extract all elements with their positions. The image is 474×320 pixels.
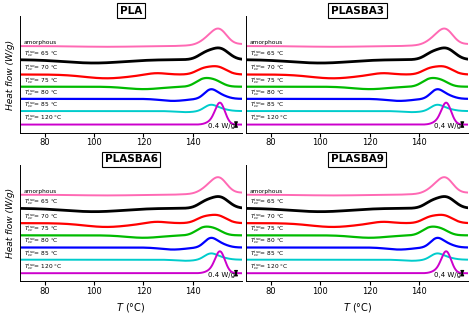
Text: $T_{cc}^{iso}$= 120 °C: $T_{cc}^{iso}$= 120 °C bbox=[250, 113, 289, 124]
Text: $T_{cc}^{iso}$= 75 °C: $T_{cc}^{iso}$= 75 °C bbox=[250, 75, 285, 86]
Text: 0,4 W/g: 0,4 W/g bbox=[434, 123, 461, 129]
Y-axis label: Heat flow (W/g): Heat flow (W/g) bbox=[6, 39, 15, 109]
Text: $T_{cc}^{iso}$= 120 °C: $T_{cc}^{iso}$= 120 °C bbox=[250, 261, 289, 272]
Y-axis label: Heat flow (W/g): Heat flow (W/g) bbox=[6, 188, 15, 258]
Text: amorphous: amorphous bbox=[250, 40, 283, 45]
Text: amorphous: amorphous bbox=[250, 189, 283, 194]
Text: $T_{cc}^{iso}$= 85 °C: $T_{cc}^{iso}$= 85 °C bbox=[250, 248, 285, 259]
Text: $T_{cc}^{iso}$= 65 °C: $T_{cc}^{iso}$= 65 °C bbox=[250, 196, 285, 207]
Title: PLA: PLA bbox=[120, 5, 142, 16]
Text: amorphous: amorphous bbox=[24, 189, 57, 194]
Text: $T_{cc}^{iso}$= 70 °C: $T_{cc}^{iso}$= 70 °C bbox=[24, 211, 59, 222]
Text: amorphous: amorphous bbox=[24, 40, 57, 45]
Text: 0,4 W/g: 0,4 W/g bbox=[434, 272, 461, 277]
Text: $T_{cc}^{iso}$= 70 °C: $T_{cc}^{iso}$= 70 °C bbox=[250, 211, 285, 222]
Text: $T_{cc}^{iso}$= 85 °C: $T_{cc}^{iso}$= 85 °C bbox=[250, 99, 285, 110]
Text: $T_{cc}^{iso}$= 70 °C: $T_{cc}^{iso}$= 70 °C bbox=[24, 63, 59, 73]
Text: $T_{cc}^{iso}$= 80 °C: $T_{cc}^{iso}$= 80 °C bbox=[24, 87, 59, 98]
Text: $T_{cc}^{iso}$= 75 °C: $T_{cc}^{iso}$= 75 °C bbox=[250, 223, 285, 234]
Text: $T_{cc}^{iso}$= 70 °C: $T_{cc}^{iso}$= 70 °C bbox=[250, 63, 285, 73]
Text: $T_{cc}^{iso}$= 75 °C: $T_{cc}^{iso}$= 75 °C bbox=[24, 223, 59, 234]
X-axis label: $T$ (°C): $T$ (°C) bbox=[343, 301, 372, 315]
Text: $T_{cc}^{iso}$= 75 °C: $T_{cc}^{iso}$= 75 °C bbox=[24, 75, 59, 86]
Title: PLASBA3: PLASBA3 bbox=[331, 5, 384, 16]
Text: $T_{cc}^{iso}$= 120 °C: $T_{cc}^{iso}$= 120 °C bbox=[24, 261, 62, 272]
Text: $T_{cc}^{iso}$= 80 °C: $T_{cc}^{iso}$= 80 °C bbox=[250, 236, 285, 246]
Text: 0.4 W/g: 0.4 W/g bbox=[208, 123, 235, 129]
Text: $T_{cc}^{iso}$= 85 °C: $T_{cc}^{iso}$= 85 °C bbox=[24, 248, 59, 259]
Text: $T_{cc}^{iso}$= 65 °C: $T_{cc}^{iso}$= 65 °C bbox=[250, 48, 285, 59]
Title: PLASBA6: PLASBA6 bbox=[105, 154, 158, 164]
Text: $T_{cc}^{iso}$= 120 °C: $T_{cc}^{iso}$= 120 °C bbox=[24, 113, 62, 124]
Text: 0.4 W/g: 0.4 W/g bbox=[208, 272, 235, 277]
Text: $T_{cc}^{iso}$= 65 °C: $T_{cc}^{iso}$= 65 °C bbox=[24, 48, 59, 59]
X-axis label: $T$ (°C): $T$ (°C) bbox=[117, 301, 146, 315]
Text: $T_{cc}^{iso}$= 80 °C: $T_{cc}^{iso}$= 80 °C bbox=[24, 236, 59, 246]
Text: $T_{cc}^{iso}$= 85 °C: $T_{cc}^{iso}$= 85 °C bbox=[24, 99, 59, 110]
Title: PLASBA9: PLASBA9 bbox=[331, 154, 384, 164]
Text: $T_{cc}^{iso}$= 80 °C: $T_{cc}^{iso}$= 80 °C bbox=[250, 87, 285, 98]
Text: $T_{cc}^{iso}$= 65 °C: $T_{cc}^{iso}$= 65 °C bbox=[24, 196, 59, 207]
